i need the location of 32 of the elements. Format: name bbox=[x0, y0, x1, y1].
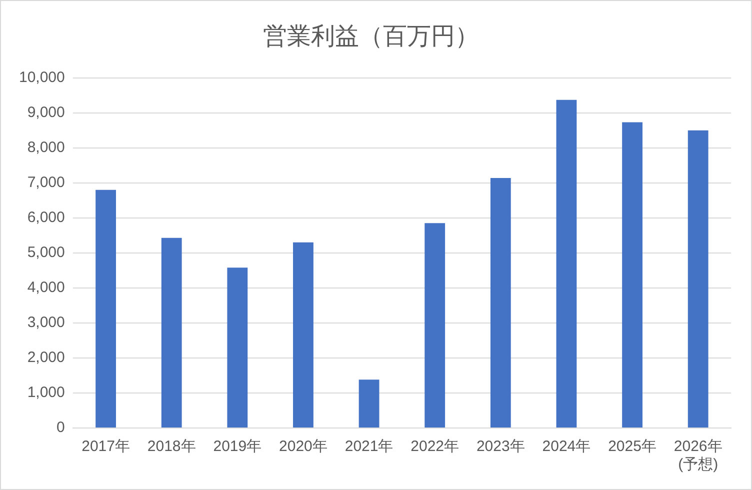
bar bbox=[96, 190, 116, 428]
y-tick-label: 3,000 bbox=[27, 314, 65, 332]
x-tick-label: 2017年 bbox=[82, 438, 130, 456]
x-tick-label: 2024年 bbox=[542, 438, 591, 456]
chart-title: 営業利益（百万円） bbox=[263, 23, 479, 50]
x-tick-label: 2018年 bbox=[147, 438, 196, 456]
bar bbox=[358, 380, 380, 428]
y-tick-label: 5,000 bbox=[27, 244, 65, 262]
x-tick-label: 2021年 bbox=[344, 438, 394, 456]
x-tick-label: 2026年 (予想) bbox=[674, 438, 722, 474]
y-tick-label: 1,000 bbox=[27, 384, 65, 402]
y-tick-label: 4,000 bbox=[27, 279, 65, 296]
y-tick-label: 10,000 bbox=[18, 68, 65, 86]
x-tick-label: 2023年 bbox=[476, 438, 525, 456]
bar bbox=[622, 122, 642, 428]
x-tick-label: 2022年 bbox=[410, 438, 460, 456]
y-tick-label: 9,000 bbox=[27, 104, 65, 121]
bar bbox=[161, 238, 182, 428]
x-tick-label: 2020年 bbox=[279, 438, 328, 456]
bar bbox=[227, 268, 248, 428]
y-tick-label: 8,000 bbox=[27, 138, 65, 156]
y-tick-label: 0 bbox=[56, 419, 65, 436]
y-tick-label: 7,000 bbox=[27, 174, 65, 191]
y-tick-label: 2,000 bbox=[27, 349, 65, 366]
bar bbox=[490, 178, 511, 428]
x-tick-label: 2019年 bbox=[213, 438, 262, 456]
bar bbox=[424, 223, 446, 428]
y-tick-label: 6,000 bbox=[27, 209, 65, 226]
bar bbox=[293, 242, 314, 428]
x-tick-label: 2025年 bbox=[608, 438, 656, 456]
bar bbox=[556, 100, 577, 428]
bar bbox=[688, 130, 708, 428]
